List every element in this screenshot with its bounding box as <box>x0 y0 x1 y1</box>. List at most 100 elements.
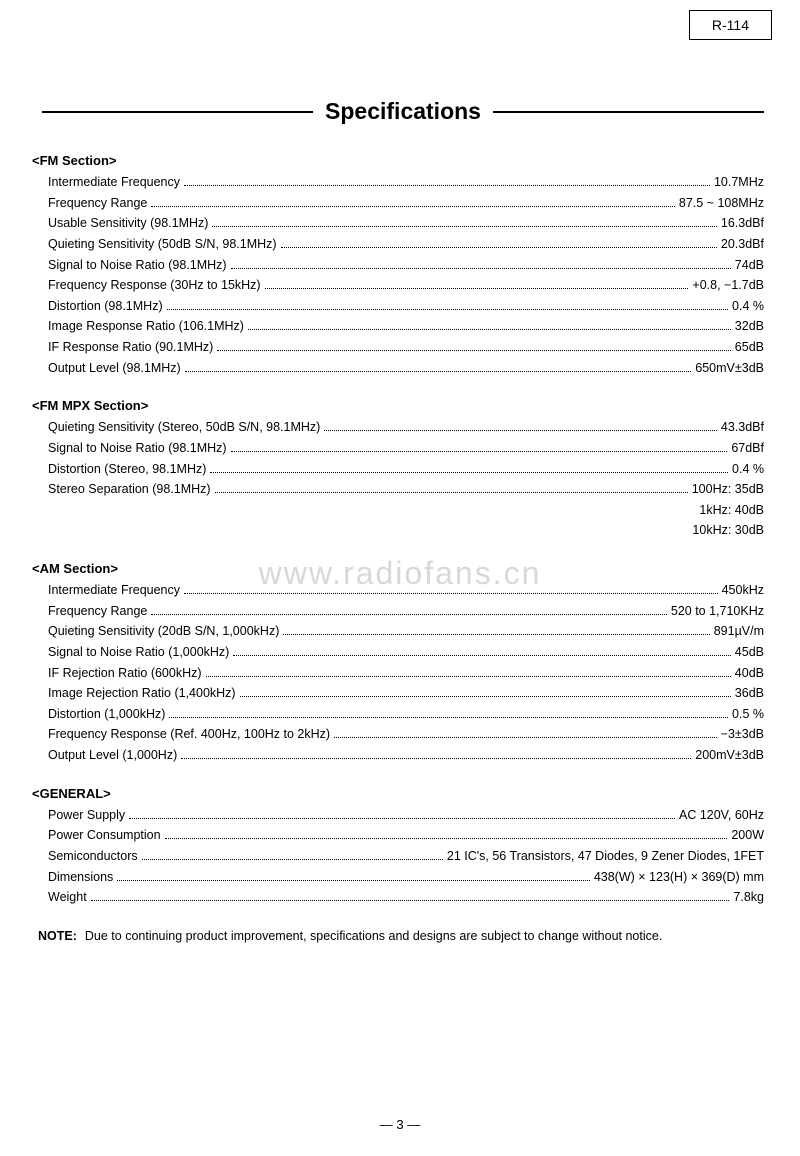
leader-dots <box>212 226 716 227</box>
spec-label: Stereo Separation (98.1MHz) <box>48 479 211 500</box>
spec-label: Intermediate Frequency <box>48 580 180 601</box>
spec-value: 438(W) × 123(H) × 369(D) mm <box>594 867 764 888</box>
spec-row: Signal to Noise Ratio (98.1MHz) 67dBf <box>48 438 764 459</box>
leader-dots <box>181 758 691 759</box>
spec-row: Weight 7.8kg <box>48 887 764 908</box>
spec-label: Weight <box>48 887 87 908</box>
spec-value: 200mV±3dB <box>695 745 764 766</box>
leader-dots <box>184 593 718 594</box>
spec-row: Distortion (98.1MHz)0.4 % <box>48 296 764 317</box>
leader-dots <box>167 309 728 310</box>
spec-row: Frequency Range520 to 1,710KHz <box>48 601 764 622</box>
spec-value: 0.5 % <box>732 704 764 725</box>
spec-row: Intermediate Frequency 10.7MHz <box>48 172 764 193</box>
spec-value: 43.3dBf <box>721 417 764 438</box>
spec-row: Quieting Sensitivity (50dB S/N, 98.1MHz)… <box>48 234 764 255</box>
spec-value: 7.8kg <box>733 887 764 908</box>
leader-dots <box>117 880 590 881</box>
spec-value: 20.3dBf <box>721 234 764 255</box>
spec-value: +0.8, −1.7dB <box>692 275 764 296</box>
spec-value: 65dB <box>735 337 764 358</box>
spec-row: Usable Sensitivity (98.1MHz)16.3dBf <box>48 213 764 234</box>
spec-label: Signal to Noise Ratio (1,000kHz) <box>48 642 229 663</box>
spec-row: Output Level (1,000Hz) 200mV±3dB <box>48 745 764 766</box>
spec-label: Signal to Noise Ratio (98.1MHz) <box>48 255 227 276</box>
note-label: NOTE: <box>38 926 77 946</box>
spec-value: 67dBf <box>731 438 764 459</box>
spec-label: Frequency Range <box>48 193 147 214</box>
leader-dots <box>248 329 731 330</box>
spec-value: 0.4 % <box>732 459 764 480</box>
spec-label: Power Supply <box>48 805 125 826</box>
spec-value: AC 120V, 60Hz <box>679 805 764 826</box>
spec-extra-value: 10kHz: 30dB <box>42 520 764 541</box>
leader-dots <box>184 185 710 186</box>
spec-value: 10.7MHz <box>714 172 764 193</box>
spec-row: Semiconductors 21 IC's, 56 Transistors, 4… <box>48 846 764 867</box>
spec-value: 74dB <box>735 255 764 276</box>
spec-row: Power Consumption200W <box>48 825 764 846</box>
leader-dots <box>231 451 728 452</box>
spec-label: Quieting Sensitivity (50dB S/N, 98.1MHz) <box>48 234 277 255</box>
spec-row: Dimensions 438(W) × 123(H) × 369(D) mm <box>48 867 764 888</box>
spec-label: Intermediate Frequency <box>48 172 180 193</box>
spec-row: Frequency Response (Ref. 400Hz, 100Hz to… <box>48 724 764 745</box>
spec-row: Image Rejection Ratio (1,400kHz) 36dB <box>48 683 764 704</box>
leader-dots <box>210 472 728 473</box>
leader-dots <box>165 838 728 839</box>
leader-dots <box>240 696 731 697</box>
spec-label: Distortion (1,000kHz) <box>48 704 165 725</box>
leader-dots <box>169 717 728 718</box>
leader-dots <box>233 655 730 656</box>
spec-value: 36dB <box>735 683 764 704</box>
spec-label: Image Rejection Ratio (1,400kHz) <box>48 683 236 704</box>
spec-value: 891µV/m <box>714 621 764 642</box>
spec-row: Output Level (98.1MHz)650mV±3dB <box>48 358 764 379</box>
spec-row: Frequency Response (30Hz to 15kHz) +0.8, … <box>48 275 764 296</box>
spec-label: Output Level (1,000Hz) <box>48 745 177 766</box>
note-block: NOTE: Due to continuing product improvem… <box>38 926 764 946</box>
leader-dots <box>142 859 443 860</box>
spec-label: Signal to Noise Ratio (98.1MHz) <box>48 438 227 459</box>
leader-dots <box>151 206 675 207</box>
section-heading: <FM MPX Section> <box>32 398 764 413</box>
model-number-box: R-114 <box>689 10 772 40</box>
spec-extra-value: 1kHz: 40dB <box>42 500 764 521</box>
leader-dots <box>151 614 667 615</box>
spec-label: Distortion (Stereo, 98.1MHz) <box>48 459 206 480</box>
spec-value: 21 IC's, 56 Transistors, 47 Diodes, 9 Ze… <box>447 846 764 867</box>
spec-value: 650mV±3dB <box>695 358 764 379</box>
leader-dots <box>185 371 692 372</box>
spec-row: IF Rejection Ratio (600kHz)40dB <box>48 663 764 684</box>
spec-row: Power Supply AC 120V, 60Hz <box>48 805 764 826</box>
spec-label: Frequency Response (Ref. 400Hz, 100Hz to… <box>48 724 330 745</box>
spec-value: 200W <box>731 825 764 846</box>
leader-dots <box>265 288 689 289</box>
spec-label: Quieting Sensitivity (Stereo, 50dB S/N, … <box>48 417 320 438</box>
spec-row: Quieting Sensitivity (20dB S/N, 1,000kHz… <box>48 621 764 642</box>
spec-row: Distortion (1,000kHz) 0.5 % <box>48 704 764 725</box>
leader-dots <box>206 676 731 677</box>
spec-label: Semiconductors <box>48 846 138 867</box>
title-rule-right <box>493 111 764 113</box>
section-heading: <GENERAL> <box>32 786 764 801</box>
page-number: — 3 — <box>0 1117 800 1132</box>
spec-label: IF Response Ratio (90.1MHz) <box>48 337 213 358</box>
spec-row: Signal to Noise Ratio (1,000kHz)45dB <box>48 642 764 663</box>
spec-row: Image Response Ratio (106.1MHz)32dB <box>48 316 764 337</box>
leader-dots <box>283 634 709 635</box>
spec-value: 32dB <box>735 316 764 337</box>
note-text: Due to continuing product improvement, s… <box>85 926 764 946</box>
page-title: Specifications <box>313 98 493 125</box>
spec-value: 0.4 % <box>732 296 764 317</box>
section-heading: <FM Section> <box>32 153 764 168</box>
spec-label: Frequency Response (30Hz to 15kHz) <box>48 275 261 296</box>
spec-label: Dimensions <box>48 867 113 888</box>
spec-row: Stereo Separation (98.1MHz)100Hz: 35dB <box>48 479 764 500</box>
title-rule-left <box>42 111 313 113</box>
spec-row: Quieting Sensitivity (Stereo, 50dB S/N, … <box>48 417 764 438</box>
spec-value: −3±3dB <box>721 724 764 745</box>
spec-row: Signal to Noise Ratio (98.1MHz) 74dB <box>48 255 764 276</box>
spec-value: 87.5 ~ 108MHz <box>679 193 764 214</box>
leader-dots <box>231 268 731 269</box>
